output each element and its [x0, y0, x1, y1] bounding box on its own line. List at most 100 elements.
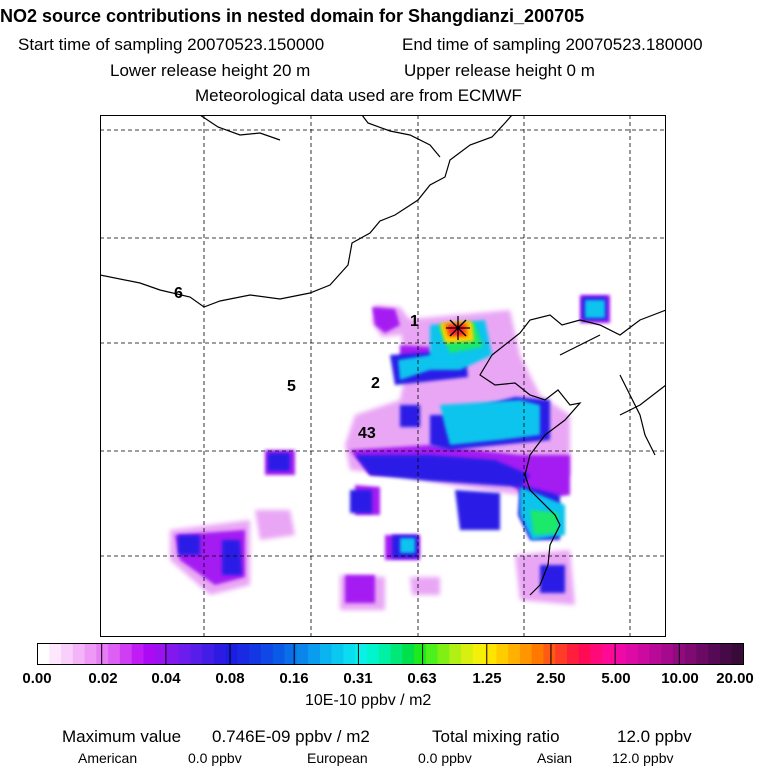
meteorological-data-note: Meteorological data used are from ECMWF — [195, 86, 522, 105]
colorbar-tick: 0.63 — [407, 670, 437, 687]
colorbar-tick: 10.00 — [661, 670, 699, 687]
maximum-value: 0.746E-09 ppbv / m2 — [212, 727, 370, 746]
colorbar-cell — [614, 643, 627, 665]
colorbar-tick: 0.04 — [151, 670, 181, 687]
colorbar-cell — [166, 643, 179, 665]
colorbar-cell — [625, 643, 638, 665]
colorbar-cell — [543, 643, 556, 665]
colorbar-tick: 0.31 — [343, 670, 373, 687]
page-title: NO2 source contributions in nested domai… — [0, 6, 585, 26]
colorbar-cell — [249, 643, 262, 665]
colorbar-cell — [319, 643, 332, 665]
colorbar-cell — [661, 643, 674, 665]
colorbar-cell — [590, 643, 603, 665]
colorbar-cell — [237, 643, 250, 665]
colorbar-cell — [449, 643, 462, 665]
colorbar-cell — [437, 643, 450, 665]
colorbar-cell — [355, 643, 368, 665]
colorbar-cell — [461, 643, 474, 665]
graticule — [100, 115, 666, 637]
colorbar — [37, 643, 744, 665]
colorbar-tick: 0.00 — [22, 670, 52, 687]
colorbar-cell — [119, 643, 132, 665]
colorbar-cell — [96, 643, 109, 665]
colorbar-cell — [284, 643, 297, 665]
colorbar-cell — [272, 643, 285, 665]
asian-label: Asian — [537, 750, 573, 766]
colorbar-tick: 0.16 — [279, 670, 309, 687]
colorbar-cell — [214, 643, 227, 665]
colorbar-frame — [37, 643, 744, 665]
sampling-end-time: End time of sampling 20070523.180000 — [402, 35, 703, 54]
colorbar-cell — [531, 643, 544, 665]
colorbar-cell — [402, 643, 415, 665]
colorbar-cell — [696, 643, 709, 665]
receptor-star-marker — [446, 316, 470, 340]
colorbar-cell — [708, 643, 721, 665]
colorbar-tick: 0.08 — [215, 670, 245, 687]
map-frame — [100, 115, 666, 637]
colorbar-cell — [567, 643, 580, 665]
colorbar-cell — [719, 643, 733, 665]
colorbar-cell — [378, 643, 391, 665]
asian-value: 12.0 ppbv — [612, 750, 674, 766]
total-mixing-ratio-label: Total mixing ratio — [432, 727, 560, 746]
colorbar-cell — [649, 643, 662, 665]
colorbar-cell — [731, 643, 744, 665]
colorbar-cell — [343, 643, 356, 665]
colorbar-cell — [331, 643, 344, 665]
colorbar-cell — [190, 643, 203, 665]
upper-release-height: Upper release height 0 m — [404, 61, 595, 80]
colorbar-cell — [414, 643, 427, 665]
region-label-1: 1 — [410, 313, 419, 330]
european-value: 0.0 ppbv — [418, 750, 472, 766]
colorbar-cell — [296, 643, 309, 665]
colorbar-cell — [202, 643, 215, 665]
colorbar-cell — [508, 643, 521, 665]
colorbar-cell — [61, 643, 74, 665]
colorbar-cell — [108, 643, 121, 665]
colorbar-cell — [72, 643, 85, 665]
colorbar-cell — [425, 643, 438, 665]
colorbar-cell — [308, 643, 321, 665]
lower-release-height: Lower release height 20 m — [110, 61, 311, 80]
colorbar-cell — [225, 643, 238, 665]
european-label: European — [307, 750, 368, 766]
colorbar-cell — [578, 643, 591, 665]
colorbar-cell — [84, 643, 97, 665]
colorbar-unit: 10E-10 ppbv / m2 — [305, 692, 432, 709]
american-value: 0.0 ppbv — [188, 750, 242, 766]
region-label-5: 5 — [287, 378, 296, 395]
colorbar-tick: 20.00 — [716, 670, 754, 687]
colorbar-cell — [37, 643, 50, 665]
sampling-start-time: Start time of sampling 20070523.150000 — [18, 35, 325, 54]
colorbar-cell — [390, 643, 403, 665]
region-label-6: 6 — [174, 285, 183, 302]
source-contribution-map: 6 1 5 2 43 — [100, 115, 666, 637]
colorbar-cell — [131, 643, 144, 665]
colorbar-cell — [484, 643, 497, 665]
total-mixing-ratio-value: 12.0 ppbv — [617, 727, 692, 746]
colorbar-cell — [472, 643, 485, 665]
american-label: American — [78, 750, 138, 766]
colorbar-cell — [366, 643, 380, 665]
colorbar-tick: 0.02 — [88, 670, 118, 687]
colorbar-tick: 1.25 — [472, 670, 502, 687]
colorbar-cell — [519, 643, 532, 665]
colorbar-cell — [496, 643, 509, 665]
colorbar-cell — [637, 643, 650, 665]
colorbar-cell — [178, 643, 191, 665]
maximum-value-label: Maximum value — [62, 727, 182, 746]
colorbar-tick: 5.00 — [601, 670, 631, 687]
region-label-2: 2 — [371, 375, 380, 392]
colorbar-cell — [684, 643, 697, 665]
colorbar-tick: 2.50 — [536, 670, 566, 687]
colorbar-cell — [49, 643, 62, 665]
colorbar-cell — [143, 643, 156, 665]
region-label-43: 43 — [358, 425, 376, 442]
colorbar-cell — [155, 643, 168, 665]
coastlines-borders — [100, 115, 666, 596]
colorbar-cell — [261, 643, 274, 665]
colorbar-cell — [555, 643, 568, 665]
colorbar-cell — [602, 643, 615, 665]
